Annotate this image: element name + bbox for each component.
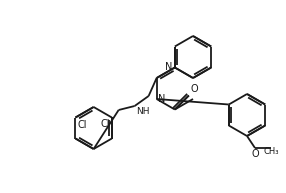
Text: Cl: Cl <box>100 119 110 130</box>
Text: N: N <box>158 94 165 104</box>
Text: Cl: Cl <box>78 119 87 130</box>
Text: O: O <box>251 149 259 159</box>
Text: NH: NH <box>136 107 149 116</box>
Text: N: N <box>165 63 173 73</box>
Text: CH₃: CH₃ <box>263 146 279 156</box>
Text: O: O <box>191 84 198 93</box>
